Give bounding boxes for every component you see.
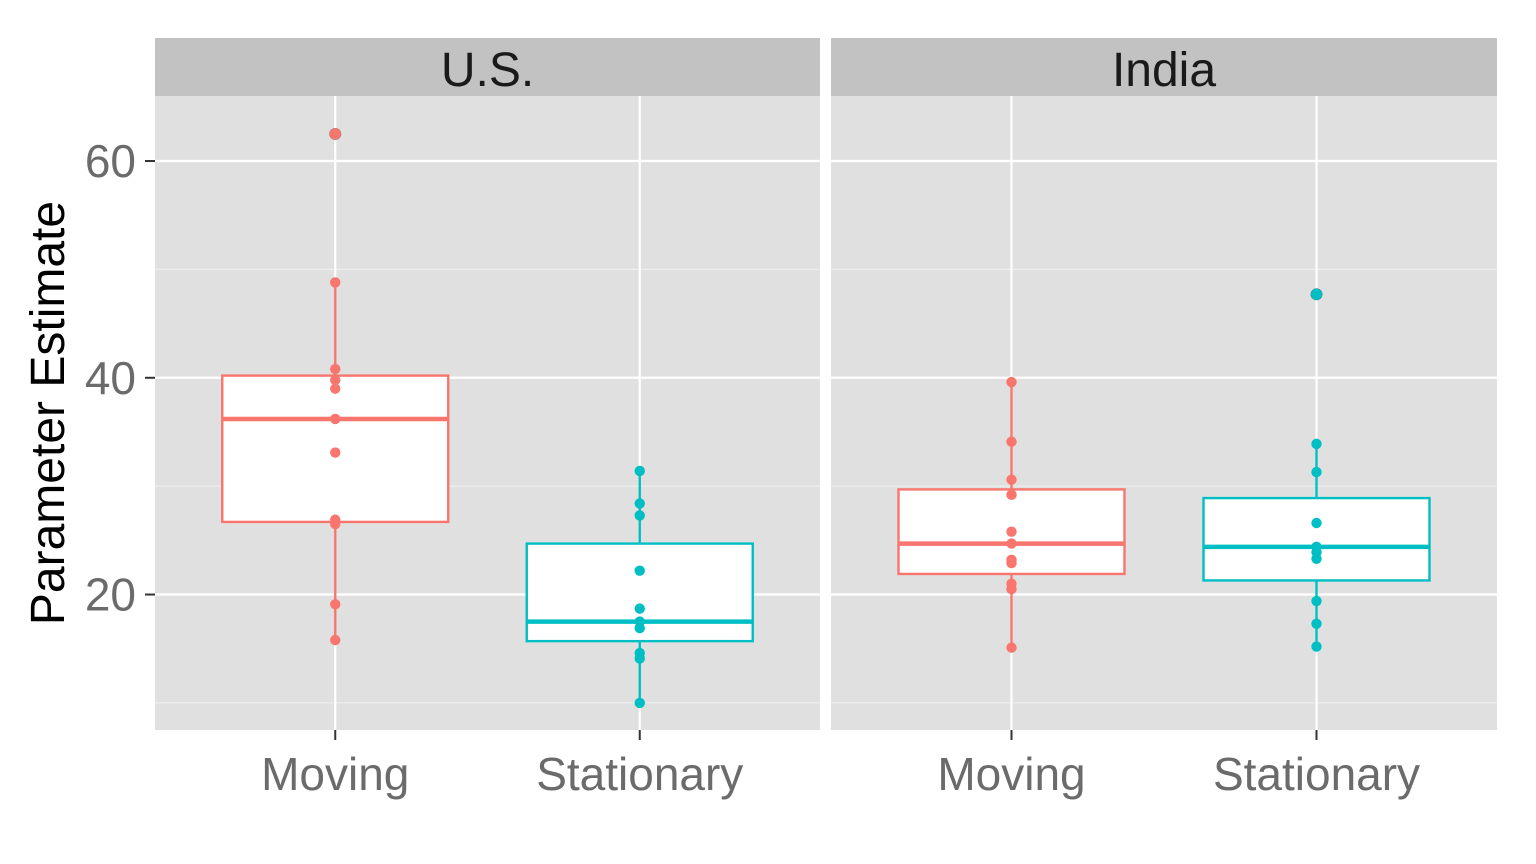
facet-strip: [831, 38, 1497, 96]
data-point: [330, 634, 341, 646]
data-point: [1006, 583, 1017, 595]
data-point: [1006, 557, 1017, 569]
data-point: [330, 363, 341, 375]
data-point: [330, 413, 341, 425]
y-tick-label: 20: [85, 569, 136, 621]
data-point: [1006, 526, 1017, 537]
data-point: [1311, 618, 1322, 629]
data-point: [1006, 642, 1017, 653]
y-tick-label: 40: [85, 352, 136, 404]
y-tick-label: 60: [85, 135, 136, 187]
data-point: [1311, 438, 1322, 450]
data-point: [1311, 466, 1322, 478]
data-point: [1311, 553, 1322, 564]
data-point: [1006, 474, 1017, 485]
data-point: [1311, 595, 1322, 607]
data-point: [330, 447, 341, 458]
panel-background: [831, 96, 1497, 730]
axes: Moving Stationary Moving Stationary 20 40 60: [85, 135, 1420, 800]
data-point: [330, 374, 341, 386]
data-point: [1006, 436, 1017, 447]
boxplot-moving: [897, 376, 1126, 653]
facet-strip: [155, 38, 820, 96]
boxplot-stationary: [525, 465, 754, 709]
data-point: [330, 599, 341, 610]
y-axis-label: Parameter Estimate: [22, 201, 75, 625]
data-point: [634, 465, 645, 477]
data-point: [634, 653, 645, 664]
data-point: [1311, 517, 1322, 529]
data-point: [1006, 538, 1017, 549]
chart-marks: [221, 127, 1431, 709]
data-point: [634, 603, 645, 614]
outlier-point: [329, 127, 342, 141]
box: [1202, 496, 1431, 582]
facet-label: India: [1112, 44, 1216, 97]
data-point: [1006, 489, 1017, 501]
outlier-point: [1310, 288, 1323, 301]
data-point: [1311, 641, 1322, 652]
data-point: [634, 510, 645, 521]
x-tick-label: Stationary: [1213, 748, 1420, 800]
facet-label: U.S.: [441, 44, 534, 97]
x-tick-label: Moving: [937, 748, 1085, 800]
data-point: [634, 622, 645, 634]
data-point: [1006, 376, 1017, 388]
plot-backgrounds: U.S. India: [155, 38, 1497, 730]
boxplot-stationary: [1202, 288, 1431, 652]
data-point: [634, 565, 645, 576]
x-tick-label: Moving: [261, 748, 409, 800]
boxplot-moving: [221, 127, 450, 646]
data-point: [330, 518, 341, 530]
x-tick-label: Stationary: [536, 748, 743, 800]
data-point: [330, 277, 341, 288]
data-point: [634, 697, 645, 709]
data-point: [634, 498, 645, 509]
data-point: [330, 383, 341, 394]
